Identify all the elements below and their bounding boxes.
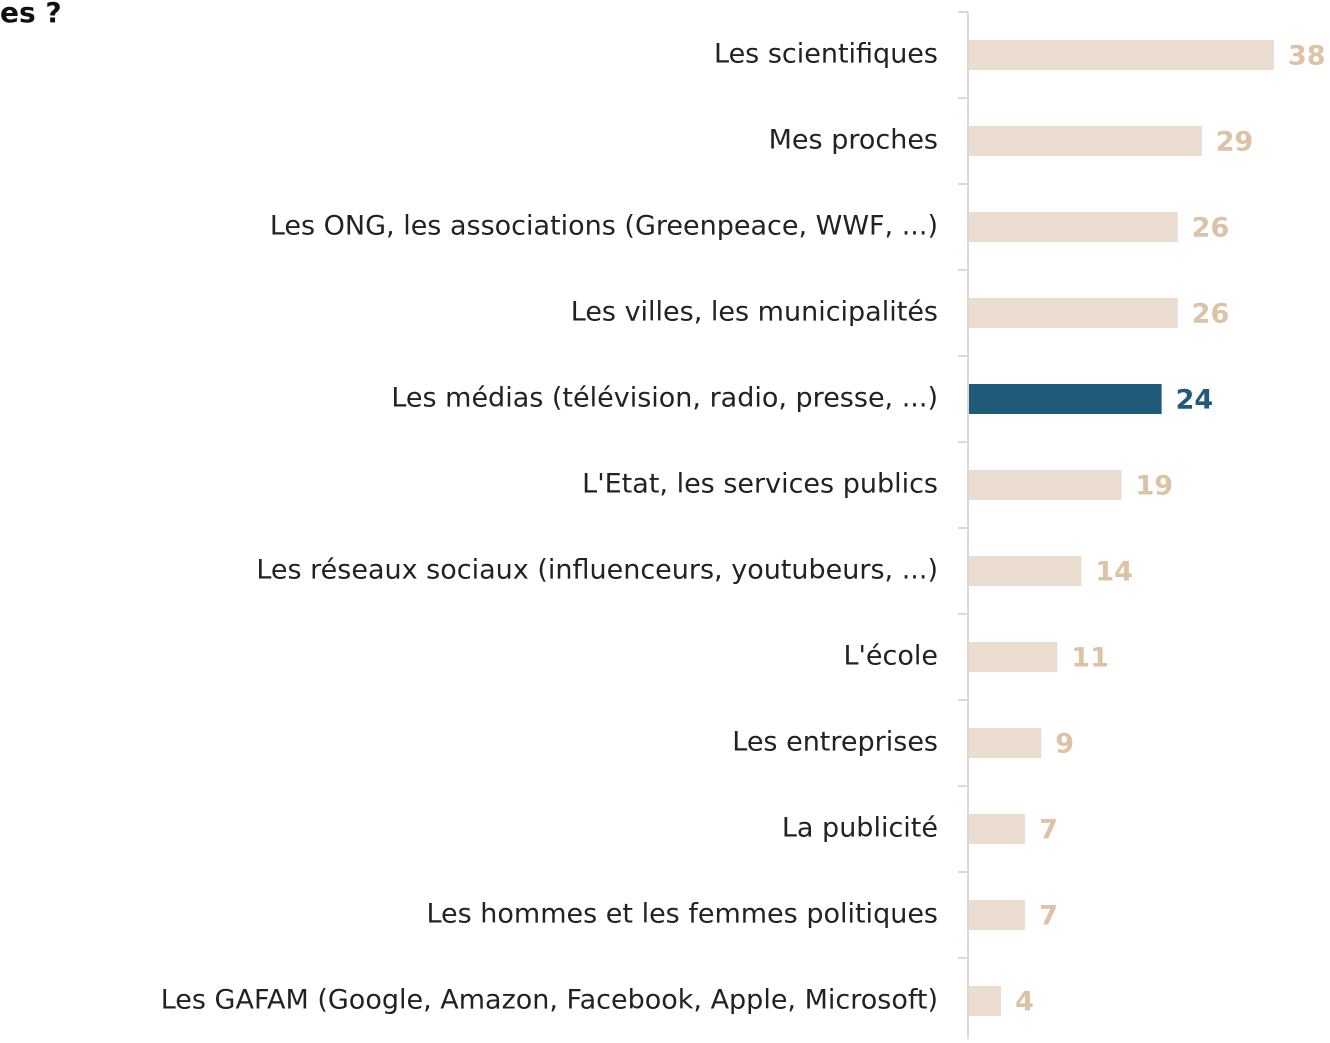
chart-title: es ? xyxy=(0,0,62,29)
bar xyxy=(969,642,1058,672)
category-label: Les hommes et les femmes politiques xyxy=(426,899,938,930)
value-label: 19 xyxy=(1136,471,1174,502)
value-label: 29 xyxy=(1216,127,1254,158)
bar xyxy=(969,384,1162,414)
bar xyxy=(969,298,1178,328)
value-label: 9 xyxy=(1055,729,1074,760)
category-label: Les réseaux sociaux (influenceurs, youtu… xyxy=(256,555,938,586)
bar xyxy=(969,900,1026,930)
value-label: 4 xyxy=(1015,987,1034,1018)
bar xyxy=(969,728,1042,758)
value-label: 24 xyxy=(1176,385,1214,416)
category-label: Les villes, les municipalités xyxy=(571,297,938,328)
bar xyxy=(969,212,1178,242)
value-label: 14 xyxy=(1095,557,1133,588)
category-label: L'école xyxy=(843,641,938,672)
bar xyxy=(969,470,1122,500)
bar xyxy=(969,556,1082,586)
category-label: Les ONG, les associations (Greenpeace, W… xyxy=(270,211,938,242)
category-label: Mes proches xyxy=(769,125,938,156)
bar xyxy=(969,814,1026,844)
value-label: 38 xyxy=(1288,41,1326,72)
value-label: 26 xyxy=(1192,213,1230,244)
value-label: 7 xyxy=(1039,815,1058,846)
category-label: L'Etat, les services publics xyxy=(582,469,938,500)
bar xyxy=(969,40,1274,70)
value-label: 11 xyxy=(1071,643,1109,674)
category-label: Les entreprises xyxy=(732,727,938,758)
bar xyxy=(969,126,1202,156)
value-label: 7 xyxy=(1039,901,1058,932)
category-label: Les GAFAM (Google, Amazon, Facebook, App… xyxy=(161,985,938,1016)
category-label: Les scientifiques xyxy=(714,39,938,70)
value-label: 26 xyxy=(1192,299,1230,330)
category-label: La publicité xyxy=(782,813,938,844)
bar xyxy=(969,986,1002,1016)
category-label: Les médias (télévision, radio, presse, .… xyxy=(391,383,938,414)
